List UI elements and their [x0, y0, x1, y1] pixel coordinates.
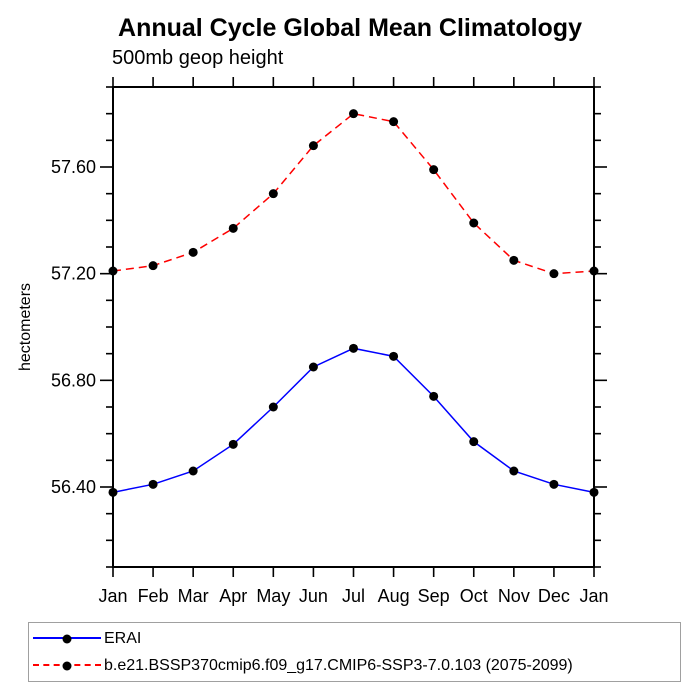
y-tick-label: 56.80: [51, 370, 96, 390]
legend-item-model: b.e21.BSSP370cmip6.f09_g17.CMIP6-SSP3-7.…: [33, 652, 680, 679]
x-tick-label: Dec: [538, 586, 570, 606]
model-data-point: [188, 247, 198, 257]
model-line-sample: [33, 660, 101, 671]
model-data-point: [389, 117, 399, 127]
legend-item-erai: ERAI: [33, 625, 680, 652]
x-tick-label: Feb: [138, 586, 169, 606]
model-data-point: [268, 189, 278, 199]
model-marker-icon: [62, 661, 72, 670]
model-data-point: [429, 165, 439, 175]
erai-data-point: [268, 402, 278, 412]
erai-data-point: [509, 466, 519, 476]
legend-box: ERAI b.e21.BSSP370cmip6.f09_g17.CMIP6-SS…: [28, 622, 681, 682]
model-data-point: [469, 218, 479, 228]
erai-data-point: [549, 479, 559, 489]
erai-data-point: [188, 466, 198, 476]
model-data-point: [549, 269, 559, 279]
erai-data-point: [389, 351, 399, 361]
x-tick-label: Nov: [498, 586, 530, 606]
chart-subtitle: 500mb geop height: [112, 47, 284, 69]
x-tick-label: Sep: [418, 586, 450, 606]
model-data-point: [228, 223, 238, 233]
x-tick-label: Jun: [299, 586, 328, 606]
x-tick-label: Apr: [219, 586, 247, 606]
x-tick-label: Aug: [378, 586, 410, 606]
y-tick-label: 57.20: [51, 264, 96, 284]
chart-title: Annual Cycle Global Mean Climatology: [118, 14, 582, 42]
erai-data-point: [308, 362, 318, 372]
erai-data-point: [148, 479, 158, 489]
x-tick-label: Jan: [98, 586, 127, 606]
model-data-point: [509, 255, 519, 265]
y-tick-label: 56.40: [51, 477, 96, 497]
model-data-point: [349, 109, 358, 119]
legend-label-model: b.e21.BSSP370cmip6.f09_g17.CMIP6-SSP3-7.…: [104, 656, 573, 674]
x-tick-label: Mar: [178, 586, 209, 606]
erai-data-point: [349, 343, 358, 353]
x-tick-label: Jan: [579, 586, 608, 606]
plot-frame: [112, 86, 595, 568]
y-tick-label: 57.60: [51, 157, 96, 177]
x-tick-label: Jul: [342, 586, 365, 606]
chart-canvas: Jan Feb Mar Apr May Jun Jul Aug Sep Oct Nov Dec Jan 5…: [17, 77, 609, 606]
y-axis-label: hectometers: [17, 283, 34, 371]
erai-line: [112, 347, 595, 494]
model-data-point: [308, 141, 318, 151]
erai-data-point: [429, 391, 439, 401]
model-line: [112, 112, 595, 275]
x-tick-label: Oct: [460, 586, 488, 606]
erai-data-point: [469, 437, 479, 447]
erai-line-sample: [33, 633, 101, 644]
erai-marker-icon: [62, 634, 72, 643]
erai-data-point: [228, 439, 238, 449]
model-data-point: [148, 261, 158, 271]
legend-label-erai: ERAI: [104, 629, 142, 647]
x-tick-label: May: [256, 586, 290, 606]
